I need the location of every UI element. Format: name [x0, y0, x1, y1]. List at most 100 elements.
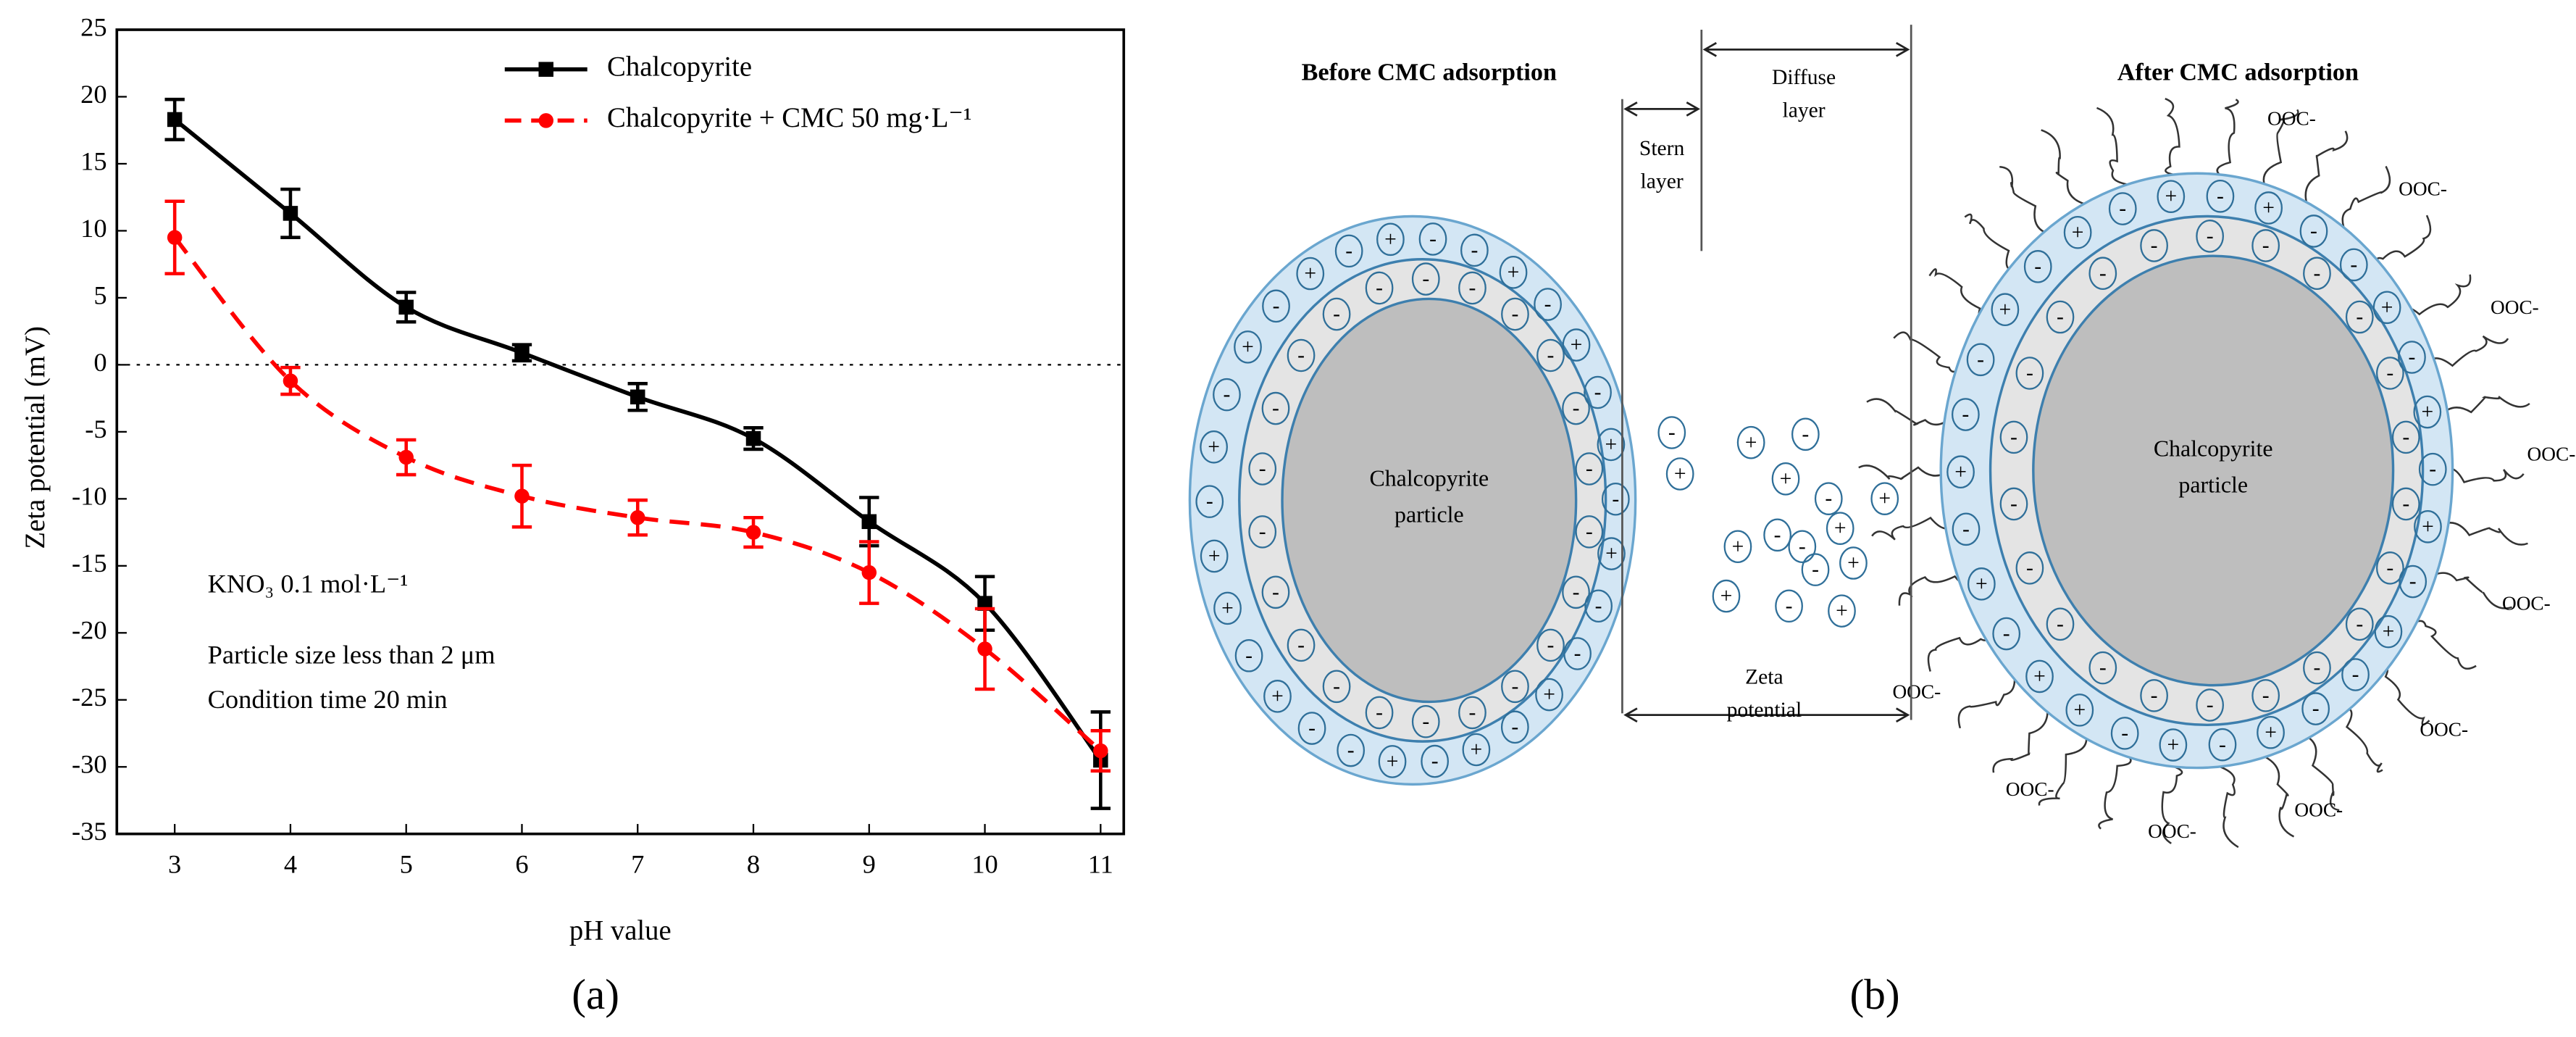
ion-charge: - — [2099, 262, 2107, 285]
ion-charge: + — [2167, 733, 2180, 757]
ion-circle — [1200, 430, 1228, 464]
ion-charge: - — [1245, 644, 1253, 667]
ion-circle — [1322, 670, 1351, 704]
ion-charge: - — [1297, 344, 1305, 367]
ion-charge: + — [1847, 551, 1860, 575]
ion-circle — [2063, 215, 2092, 249]
ion-charge: - — [1422, 267, 1429, 291]
ion-circle — [1814, 482, 1843, 515]
ion-circle — [2065, 694, 2094, 727]
carboxyl-group: OOC- — [2502, 593, 2551, 615]
ion-charge: + — [1836, 599, 1848, 622]
layer-label: layer — [1782, 99, 1825, 122]
ion-charge: + — [2383, 620, 2395, 644]
x-tick-label: 3 — [168, 850, 181, 879]
ion-charge: - — [1376, 701, 1383, 724]
series-line — [172, 236, 1103, 753]
ion-charge: - — [2207, 694, 2214, 717]
ion-charge: - — [1594, 381, 1602, 404]
ion-circle — [1234, 330, 1262, 364]
ion-circle — [1826, 512, 1854, 545]
ion-circle — [1562, 328, 1591, 362]
ion-charge: - — [2010, 425, 2017, 449]
ion-charge: - — [2099, 657, 2107, 680]
ion-circle — [2110, 717, 2139, 750]
core — [2032, 254, 2395, 687]
ion-circle — [2088, 651, 2117, 685]
ion-circle — [1584, 375, 1612, 409]
ion-charge: + — [1221, 596, 1234, 620]
ion-circle — [2206, 179, 2235, 213]
polymer-chain — [2379, 667, 2430, 726]
ion-charge: - — [2010, 493, 2017, 516]
ion-circle — [2015, 551, 2044, 585]
polymer-chain — [2041, 129, 2087, 206]
ion-circle — [1828, 594, 1856, 628]
ion-circle — [1297, 712, 1326, 745]
ion-circle — [1376, 222, 1405, 257]
ion-circle — [1597, 428, 1626, 462]
ion-charge: + — [1999, 298, 2012, 321]
ion-circle — [1575, 515, 1604, 549]
ion-circle — [1334, 234, 1363, 268]
ion-charge: - — [2402, 493, 2409, 516]
polymer-chain — [2216, 99, 2239, 175]
x-tick-label: 7 — [631, 850, 644, 879]
ion-circle — [1657, 416, 1686, 449]
ion-circle — [2345, 300, 2374, 334]
ion-charge: + — [1674, 462, 1686, 486]
polymer-chain — [1893, 331, 1967, 373]
marker — [861, 565, 877, 580]
ion-charge: + — [1242, 336, 1254, 359]
ion-circle — [1534, 288, 1562, 321]
ion-circle — [1563, 637, 1592, 670]
carboxyl-group: OOC- — [2294, 799, 2343, 820]
core — [1281, 297, 1578, 704]
ion-charge: + — [1304, 262, 1316, 286]
ion-circle — [2375, 551, 2404, 585]
polymer-chain — [2264, 755, 2295, 838]
ion-circle — [2303, 257, 2331, 291]
ion-charge: + — [2422, 515, 2434, 538]
ion-charge: - — [2207, 225, 2214, 248]
ion-charge: + — [1954, 460, 1967, 483]
ion-circle — [1195, 485, 1224, 518]
ion-circle — [1839, 546, 1868, 580]
ion-charge: + — [1975, 572, 1988, 596]
ion-circle — [1951, 398, 1980, 431]
ion-circle — [1584, 589, 1613, 623]
carboxyl-group: OOC- — [2006, 778, 2054, 800]
layer-label: Stern — [1639, 137, 1685, 160]
ion-charge: + — [1878, 487, 1891, 510]
ion-charge: + — [1387, 750, 1399, 773]
x-tick-label: 8 — [747, 850, 760, 879]
ion-charge: - — [2026, 362, 2033, 385]
x-tick-label: 5 — [400, 850, 413, 879]
ion-charge: - — [2119, 197, 2126, 220]
ion-circle — [1322, 297, 1351, 331]
polymer-chain — [2262, 109, 2299, 186]
ion-circle — [1535, 678, 1563, 712]
polymer-chain — [2304, 130, 2349, 205]
ion-circle — [2303, 651, 2331, 685]
ion-circle — [2251, 679, 2280, 712]
y-tick-label: 20 — [80, 80, 106, 109]
ion-charge: + — [2073, 699, 2086, 722]
marker — [398, 449, 414, 465]
ion-circle — [1763, 518, 1791, 552]
y-tick-label: 10 — [80, 214, 106, 243]
marker — [398, 299, 414, 315]
polymer-chain — [2038, 736, 2088, 806]
ion-circle — [1234, 638, 1263, 672]
polymer-chain — [1964, 213, 2014, 272]
ion-charge: + — [1384, 228, 1397, 251]
y-tick-label: -25 — [72, 683, 107, 712]
ion-charge: - — [1273, 294, 1280, 317]
ion-charge: + — [1745, 431, 1757, 454]
x-tick-label: 11 — [1088, 850, 1113, 879]
ion-charge: - — [1595, 594, 1602, 617]
ion-circle — [2196, 220, 2225, 253]
y-tick-label: -35 — [72, 817, 107, 846]
ion-charge: + — [2262, 196, 2275, 220]
ion-charge: - — [1544, 293, 1552, 316]
